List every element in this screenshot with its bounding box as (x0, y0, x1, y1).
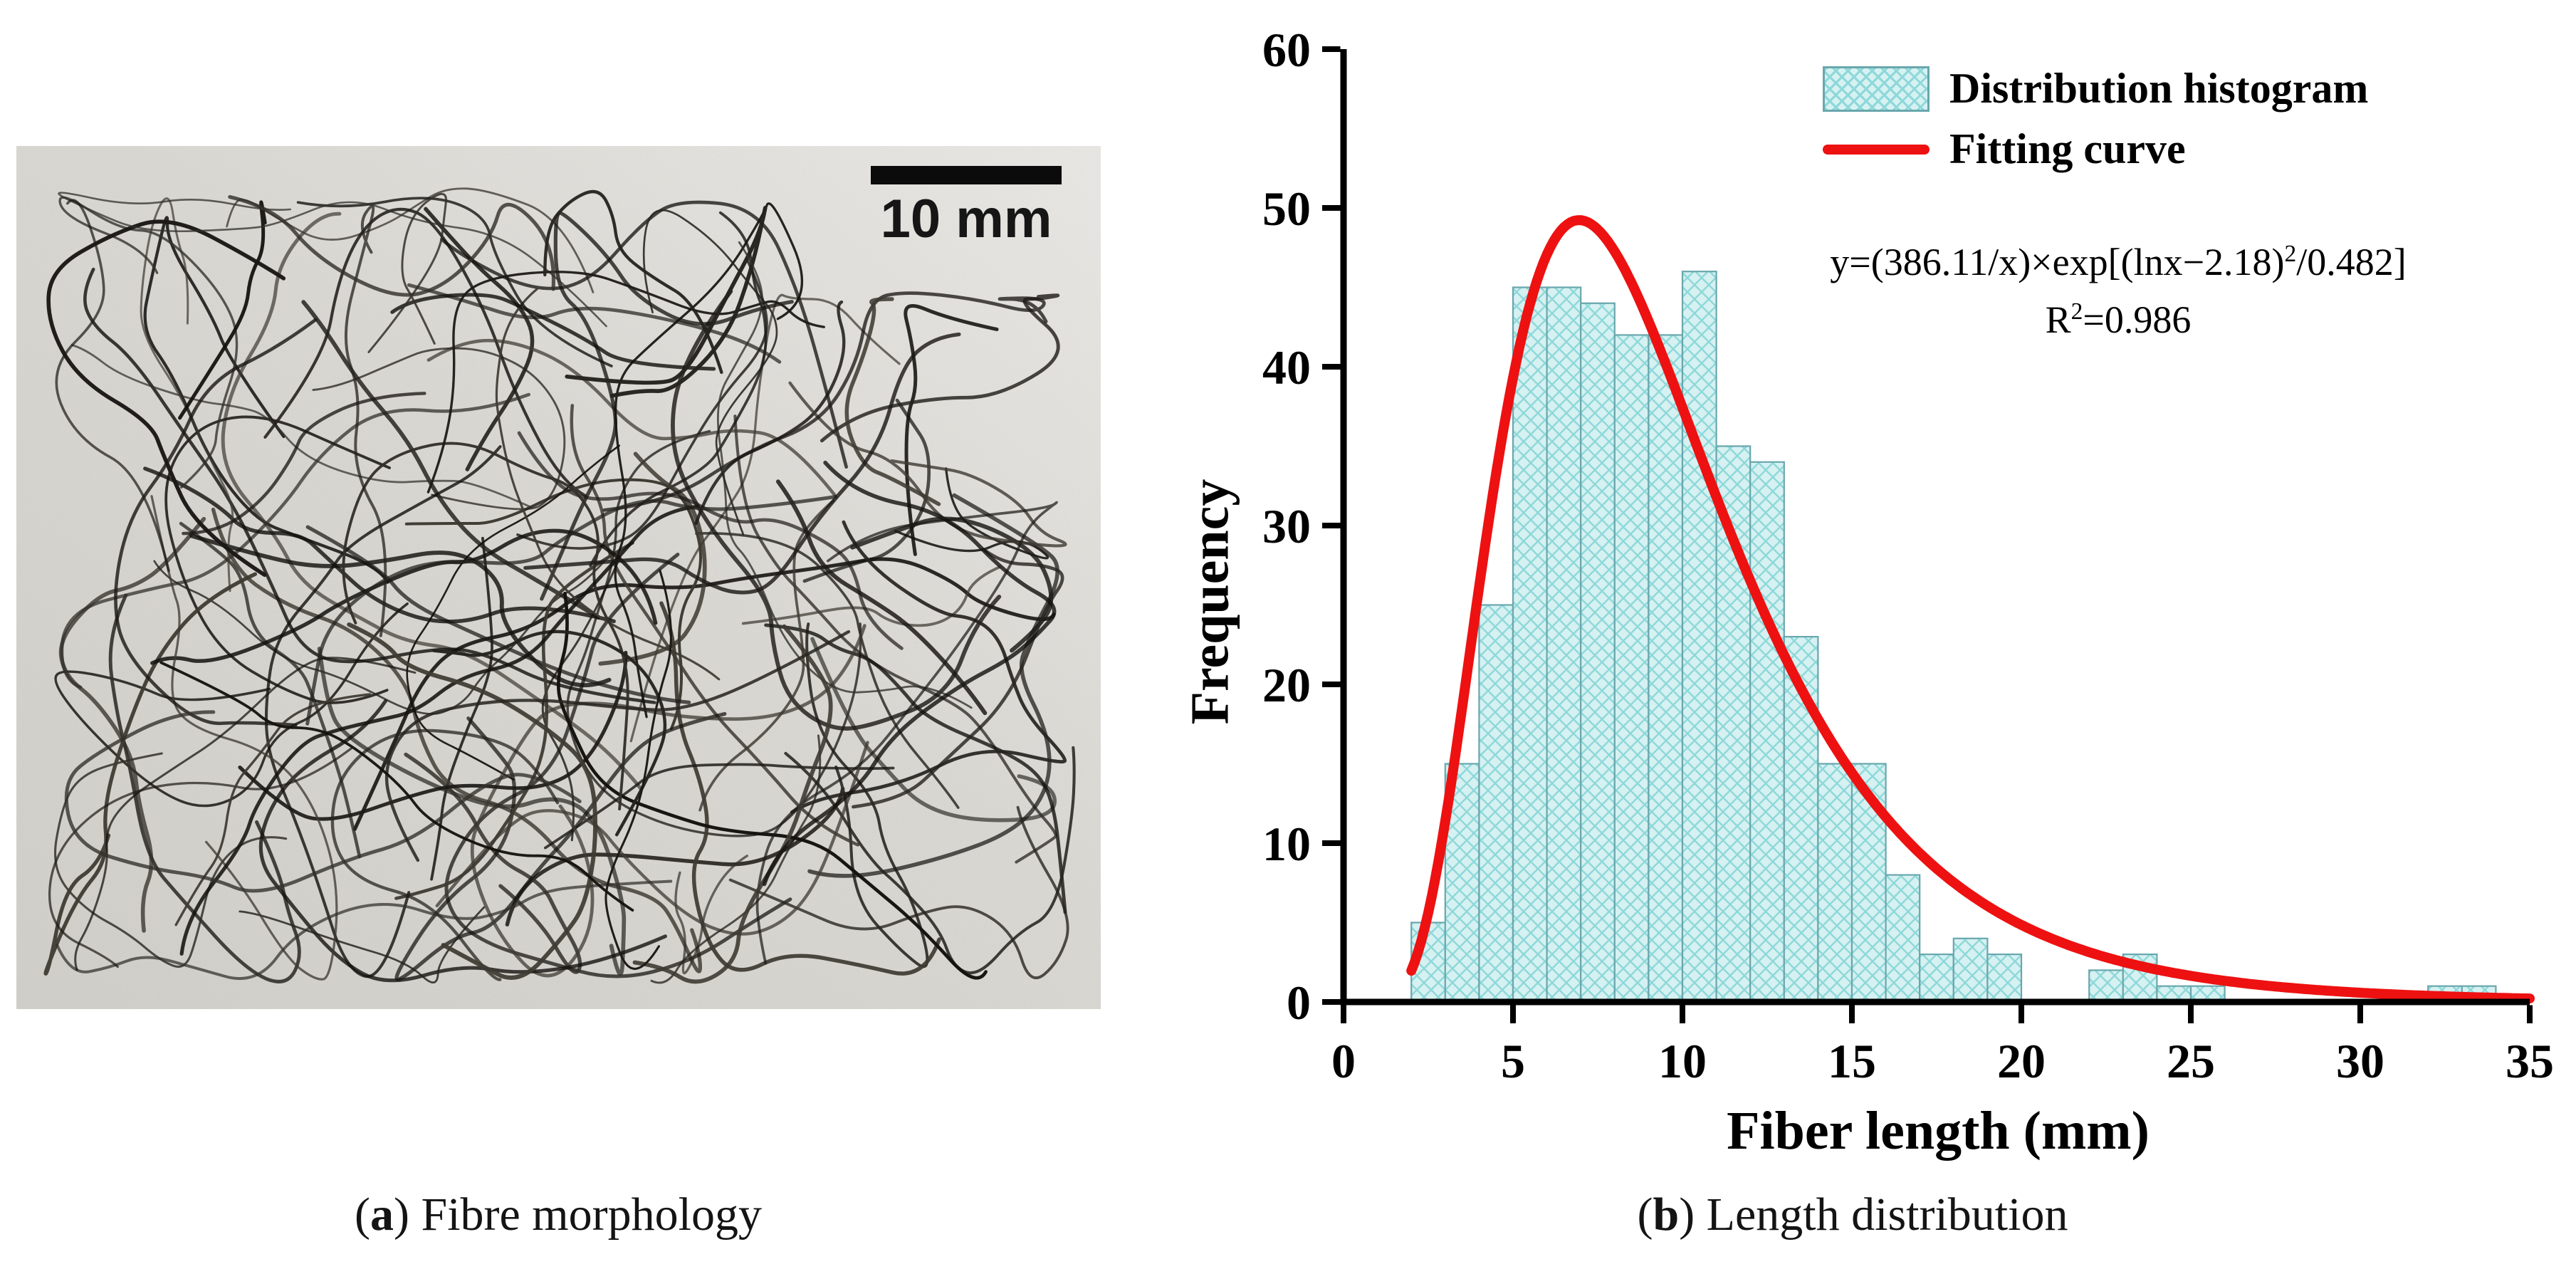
equation-main: y=(386.11/x)×exp[(lnx−2.18) (1830, 241, 2285, 283)
svg-text:25: 25 (2167, 1034, 2215, 1088)
legend-item-histogram: Distribution histogram (1823, 64, 2368, 113)
fit-equation-line: y=(386.11/x)×exp[(lnx−2.18)2/0.482] (1830, 242, 2406, 281)
r-squared-exponent: 2 (2070, 298, 2083, 325)
r-squared-line: R2=0.986 (1830, 300, 2406, 339)
svg-text:0: 0 (1331, 1034, 1356, 1088)
caption-b-text: ) Length distribution (1679, 1189, 2068, 1241)
r-squared-value: =0.986 (2083, 298, 2192, 341)
curve-swatch-icon (1823, 144, 1930, 155)
svg-text:60: 60 (1262, 23, 1311, 77)
svg-text:10: 10 (1658, 1034, 1707, 1088)
fibre-photo: 10 mm (16, 146, 1101, 1009)
caption-b-letter: b (1653, 1189, 1680, 1241)
legend-item-curve: Fitting curve (1823, 125, 2368, 174)
equation-exponent: 2 (2284, 241, 2297, 267)
histogram-swatch-icon (1823, 66, 1930, 112)
caption-b-paren-open: ( (1637, 1189, 1653, 1241)
svg-text:30: 30 (2336, 1034, 2384, 1088)
caption-a-paren-open: ( (355, 1189, 371, 1241)
svg-text:30: 30 (1262, 499, 1311, 553)
svg-text:10: 10 (1262, 817, 1311, 871)
fit-equation-annotation: y=(386.11/x)×exp[(lnx−2.18)2/0.482] R2=0… (1830, 242, 2406, 357)
legend-label-curve: Fitting curve (1949, 125, 2186, 172)
svg-text:15: 15 (1828, 1034, 1876, 1088)
equation-tail: /0.482] (2296, 241, 2407, 283)
svg-text:20: 20 (1262, 658, 1311, 712)
svg-text:5: 5 (1501, 1034, 1525, 1088)
svg-text:0: 0 (1287, 976, 1311, 1030)
svg-text:35: 35 (2506, 1034, 2554, 1088)
caption-panel-a: (a) Fibre morphology (202, 1188, 914, 1242)
caption-a-letter: a (370, 1189, 394, 1241)
caption-a-text: ) Fibre morphology (394, 1189, 762, 1241)
chart-legend: Distribution histogram Fitting curve (1823, 64, 2368, 174)
y-axis-label: Frequency (1180, 479, 1240, 725)
caption-panel-b: (b) Length distribution (1497, 1188, 2209, 1242)
svg-text:40: 40 (1262, 340, 1311, 395)
svg-text:20: 20 (1997, 1034, 2046, 1088)
svg-text:10 mm: 10 mm (881, 189, 1052, 249)
x-axis-label: Fiber length (mm) (1727, 1101, 2150, 1161)
r-squared-base: R (2045, 298, 2071, 341)
length-distribution-chart: 0 5 10 15 20 25 30 35 0 10 20 30 40 50 60 (1262, 23, 2554, 1088)
legend-label-histogram: Distribution histogram (1949, 65, 2369, 112)
svg-text:50: 50 (1262, 182, 1311, 236)
